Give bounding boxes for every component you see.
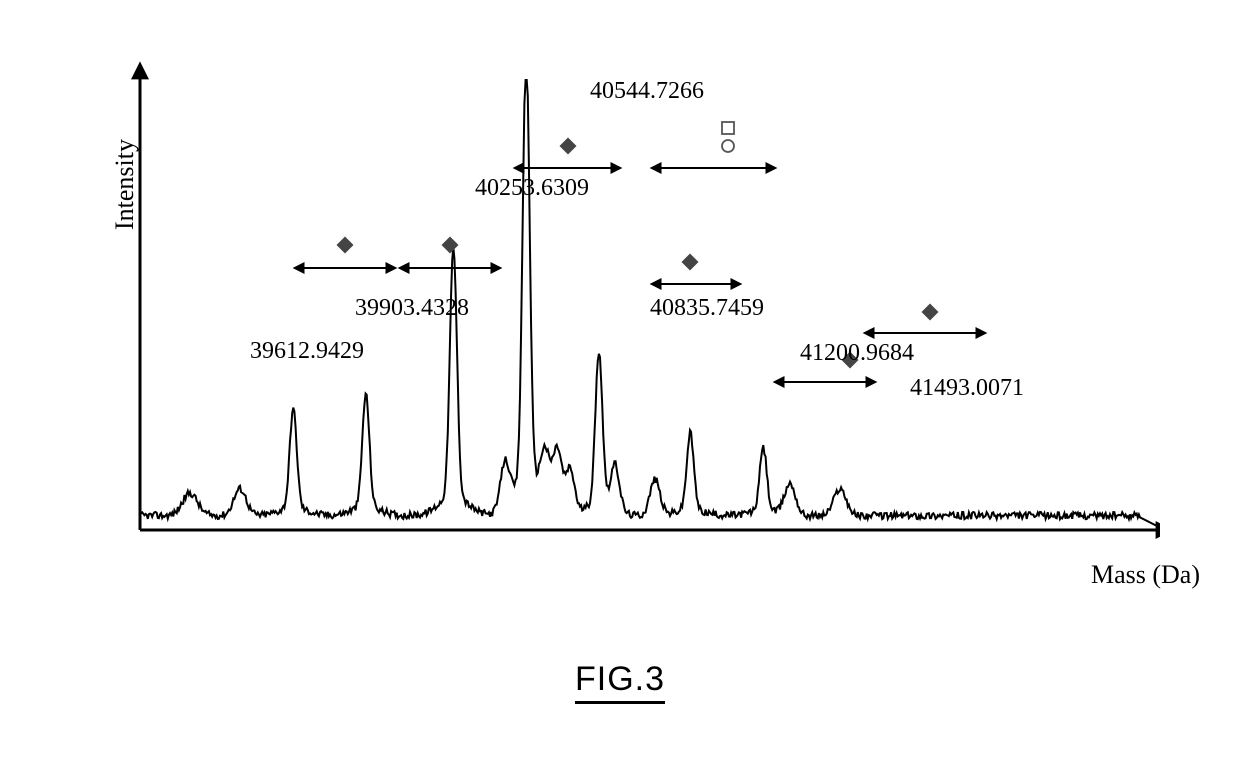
mass-spectrum-figure: Intensity 39612.9429 39903.4328 40253.63… [80, 50, 1160, 550]
figure-caption: FIG.3 [575, 660, 665, 704]
peak-label-4: 40835.7459 [650, 295, 764, 322]
x-axis-label: Mass (Da) [1091, 560, 1200, 590]
spectrum-plot [80, 50, 1160, 550]
y-axis-label: Intensity [110, 139, 140, 230]
peak-label-6: 41493.0071 [910, 375, 1024, 402]
peak-label-5: 41200.9684 [800, 340, 914, 367]
peak-label-2: 40253.6309 [475, 175, 589, 202]
peak-label-0: 39612.9429 [250, 338, 364, 365]
peak-label-1: 39903.4328 [355, 295, 469, 322]
peak-label-3: 40544.7266 [590, 78, 704, 105]
